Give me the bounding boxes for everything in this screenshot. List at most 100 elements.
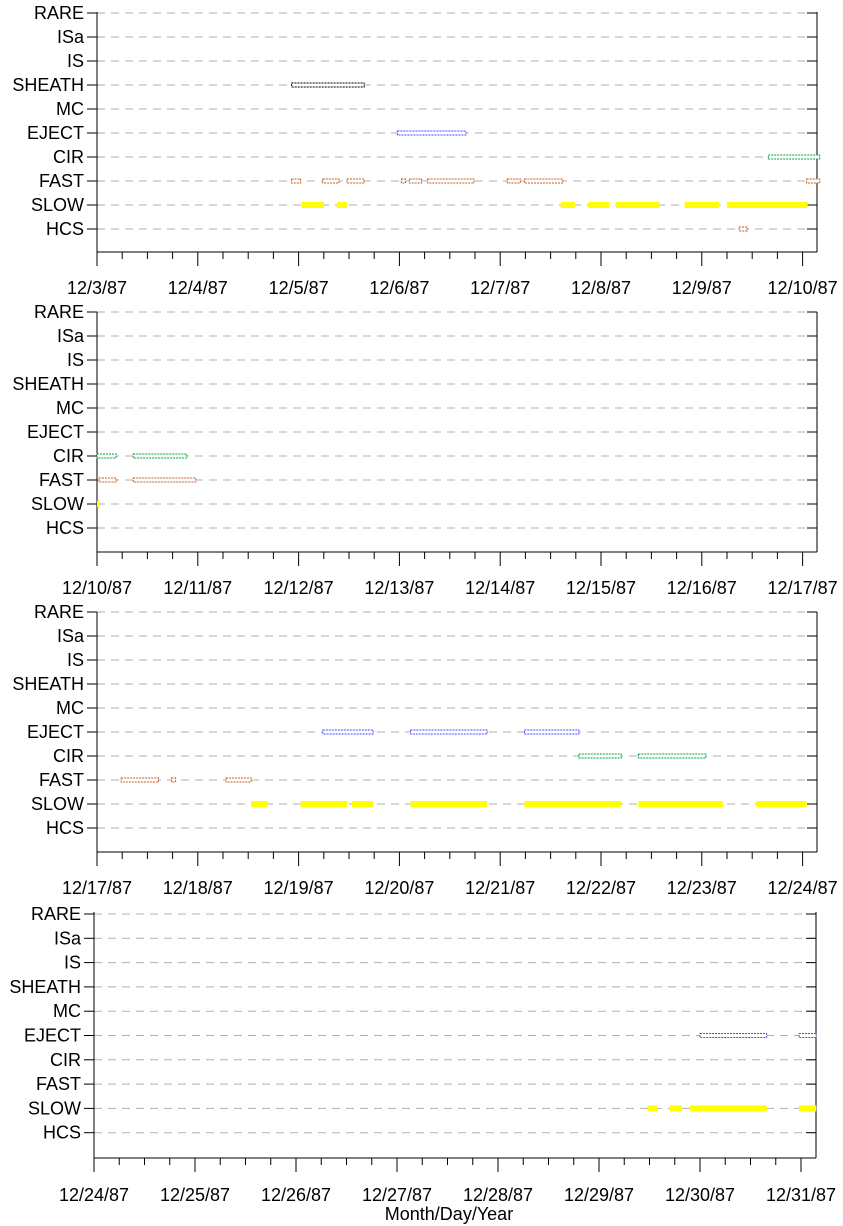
timeline-panel-4: RARE ISa IS SHEATH MC EJECT CIR FAST SLOW HCS 12/2…: [9, 904, 836, 1205]
interval-bar-cir: [132, 453, 188, 459]
interval-bar-fast: [400, 178, 406, 184]
interval-bar-slow: [689, 1105, 767, 1112]
category-label-rare: RARE: [34, 3, 84, 23]
category-label-sheath: SHEATH: [9, 977, 81, 997]
timeline-panel-2: RARE ISa IS SHEATH MC EJECT CIR FAST SLOW HCS 12/1…: [12, 302, 837, 598]
category-label-mc: MC: [56, 99, 84, 119]
interval-bar-fast: [806, 178, 821, 184]
interval-bar-eject: [396, 130, 467, 136]
interval-bar-fast: [408, 178, 423, 184]
timeline-panel-3: RARE ISa IS SHEATH MC EJECT CIR FAST SLOW HCS 12/1…: [12, 602, 837, 898]
category-label-slow: SLOW: [31, 195, 84, 215]
interval-bar-sheath: [291, 82, 365, 88]
interval-bar-slow: [684, 202, 719, 208]
x-tick-label: 12/22/87: [566, 878, 636, 898]
x-tick-label: 12/29/87: [564, 1185, 634, 1205]
x-tick-label: 12/25/87: [160, 1185, 230, 1205]
interval-bar-slow: [616, 202, 660, 208]
interval-bar-slow: [336, 202, 347, 208]
interval-bar-slow: [410, 801, 488, 807]
interval-bar-fast: [322, 178, 340, 184]
category-label-fast: FAST: [39, 770, 84, 790]
x-tick-label: 12/30/87: [665, 1185, 735, 1205]
interval-bar-eject: [523, 729, 580, 735]
x-tick-label: 12/5/87: [269, 278, 329, 298]
x-tick-label: 12/18/87: [163, 878, 233, 898]
interval-bar-fast: [506, 178, 521, 184]
x-tick-label: 12/19/87: [264, 878, 334, 898]
x-tick-label: 12/7/87: [470, 278, 530, 298]
category-label-rare: RARE: [31, 904, 81, 924]
interval-bar-fast: [427, 178, 475, 184]
interval-bar-eject: [322, 729, 374, 735]
interval-bar-fast: [346, 178, 365, 184]
category-label-isa: ISa: [57, 626, 85, 646]
timeline-panel-1: RARE ISa IS SHEATH MC EJECT CIR FAST SLOW HCS 12/3…: [12, 3, 837, 298]
category-label-cir: CIR: [50, 1050, 81, 1070]
category-label-is: IS: [67, 51, 84, 71]
interval-bar-fast: [132, 477, 197, 483]
interval-bar-slow: [560, 202, 575, 208]
interval-bar-slow: [301, 202, 324, 208]
interval-bar-slow: [300, 801, 347, 807]
x-tick-label: 12/3/87: [67, 278, 127, 298]
interval-bar-slow: [727, 202, 808, 208]
category-label-eject: EJECT: [27, 722, 84, 742]
x-tick-label: 12/16/87: [667, 578, 737, 598]
x-tick-label: 12/20/87: [364, 878, 434, 898]
category-label-eject: EJECT: [24, 1026, 81, 1046]
category-label-isa: ISa: [54, 928, 82, 948]
category-label-cir: CIR: [53, 446, 84, 466]
interval-bar-eject: [798, 1033, 817, 1038]
x-tick-label: 12/8/87: [571, 278, 631, 298]
interval-bar-fast: [225, 777, 252, 783]
interval-bar-slow: [798, 1105, 817, 1112]
interval-bar-slow: [669, 1105, 682, 1112]
x-tick-label: 12/24/87: [768, 878, 838, 898]
category-label-is: IS: [67, 650, 84, 670]
x-tick-label: 12/14/87: [465, 578, 535, 598]
category-label-hcs: HCS: [46, 818, 84, 838]
interval-bar-hcs: [738, 226, 748, 232]
x-tick-label: 12/17/87: [768, 578, 838, 598]
category-label-slow: SLOW: [31, 794, 84, 814]
interval-bar-slow: [587, 202, 610, 208]
interval-bar-eject: [699, 1033, 768, 1038]
interval-bar-slow: [251, 801, 268, 807]
interval-bar-slow: [97, 501, 100, 507]
x-tick-label: 12/24/87: [59, 1185, 129, 1205]
x-tick-label: 12/26/87: [261, 1185, 331, 1205]
interval-bar-slow: [524, 801, 622, 807]
interval-bar-slow: [638, 801, 723, 807]
x-tick-label: 12/27/87: [362, 1185, 432, 1205]
x-tick-label: 12/11/87: [163, 578, 232, 598]
interval-bar-cir: [767, 154, 821, 160]
category-label-sheath: SHEATH: [12, 75, 84, 95]
x-tick-label: 12/17/87: [62, 878, 132, 898]
interval-bar-fast: [523, 178, 564, 184]
x-tick-label: 12/31/87: [766, 1185, 836, 1205]
category-label-fast: FAST: [39, 171, 84, 191]
interval-bar-fast: [291, 178, 302, 184]
category-label-isa: ISa: [57, 27, 85, 47]
interval-bar-cir: [637, 753, 707, 759]
interval-bar-fast: [171, 777, 177, 783]
x-tick-label: 12/23/87: [667, 878, 737, 898]
category-label-hcs: HCS: [46, 219, 84, 239]
category-label-mc: MC: [53, 1001, 81, 1021]
interval-bar-slow: [756, 801, 807, 807]
category-label-is: IS: [67, 350, 84, 370]
category-label-eject: EJECT: [27, 422, 84, 442]
category-label-rare: RARE: [34, 602, 84, 622]
interval-bar-slow: [647, 1105, 658, 1112]
x-tick-label: 12/9/87: [672, 278, 732, 298]
x-tick-label: 12/4/87: [168, 278, 228, 298]
category-label-cir: CIR: [53, 147, 84, 167]
category-label-cir: CIR: [53, 746, 84, 766]
interval-bar-cir: [578, 753, 622, 759]
interval-bar-fast: [120, 777, 159, 783]
x-tick-label: 12/12/87: [264, 578, 334, 598]
category-label-is: IS: [64, 953, 81, 973]
category-label-fast: FAST: [39, 470, 84, 490]
